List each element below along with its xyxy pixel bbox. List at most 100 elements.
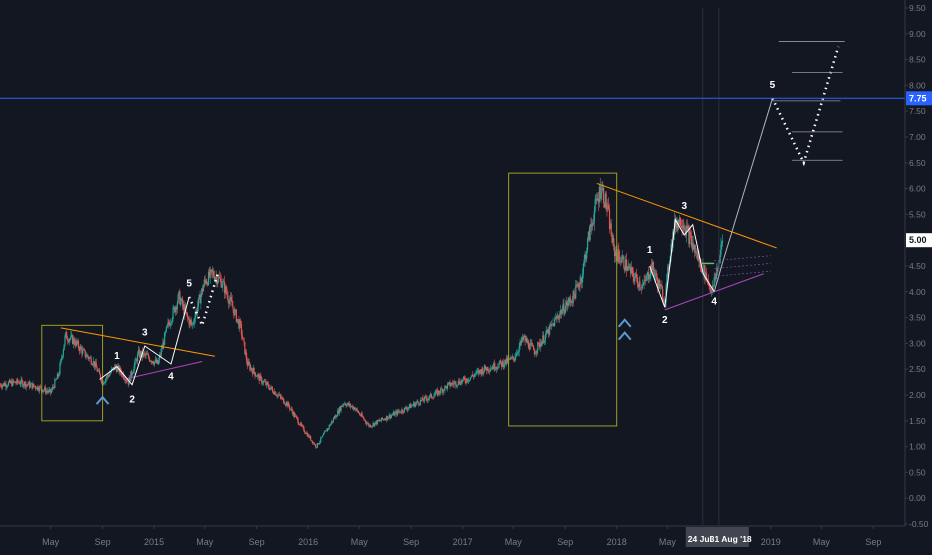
candle-body (654, 275, 656, 277)
candle-body (104, 379, 107, 383)
candle-body (28, 382, 30, 385)
wave-path-2014[interactable] (99, 296, 190, 386)
candle-body (139, 351, 141, 357)
candle-body (453, 382, 455, 385)
wave-path-2018[interactable] (649, 218, 715, 308)
candle-body (46, 390, 48, 392)
candle-body (284, 404, 286, 405)
candle-body (704, 265, 706, 280)
candle-body (149, 360, 151, 362)
candle-body (164, 331, 167, 334)
candle-body (153, 363, 155, 365)
candle-body (425, 396, 427, 399)
candle-body (548, 325, 551, 335)
candle-body (73, 338, 75, 344)
time-tick-label: May (813, 537, 831, 547)
candle-body (621, 257, 623, 262)
candle-body (155, 359, 157, 363)
candle-body (315, 447, 318, 449)
projection-rays[interactable] (701, 255, 771, 277)
candle-body (681, 226, 683, 228)
wave-path-projection[interactable] (713, 98, 773, 292)
candle-body (314, 444, 316, 446)
candle-body (191, 321, 193, 325)
wave-path-2015-projection[interactable] (187, 273, 219, 329)
candle-body (69, 338, 71, 340)
candle-body (694, 244, 696, 253)
candle-body (662, 288, 664, 300)
annotation-box-2017[interactable] (508, 172, 618, 427)
trendline-upper-2018[interactable] (596, 182, 777, 249)
candle-body (475, 371, 477, 374)
candle-body (59, 363, 61, 374)
trendline-upper-2014[interactable] (60, 327, 215, 357)
candle-body (587, 231, 590, 239)
candle-body (585, 254, 587, 259)
candle-body (483, 365, 486, 371)
candle-body (597, 198, 599, 201)
candle-body (632, 270, 634, 277)
price-tick-label: 3.00 (909, 338, 926, 348)
candle-body (692, 242, 694, 250)
candle-body (185, 312, 188, 314)
candle-body (75, 340, 77, 346)
candle-body (159, 355, 162, 356)
candle-body (37, 386, 39, 390)
candle-body (662, 299, 665, 302)
candle-body (308, 434, 310, 438)
candle-body (272, 388, 274, 393)
candle-body (56, 373, 59, 379)
candle-body (291, 408, 293, 412)
candle-body (317, 443, 319, 445)
candle-body (371, 425, 373, 427)
candle-body (356, 408, 358, 411)
annotation-box-2014[interactable] (41, 324, 104, 422)
candle-body (300, 423, 302, 426)
candle-body (304, 431, 306, 433)
candle-body (705, 272, 707, 280)
drawings[interactable]: 1 2 3 4 5 1 2 3 4 5 (41, 41, 845, 427)
candle-body (541, 341, 543, 347)
horizontal-line-price-label: 7.75 (909, 93, 927, 103)
candle-body (279, 394, 281, 397)
fibonacci-levels[interactable] (772, 41, 845, 161)
trendline-lower-2014[interactable] (123, 360, 203, 381)
candle-body (35, 388, 37, 390)
candle-body (112, 367, 114, 369)
candle-body (519, 341, 521, 347)
candle-body (421, 397, 423, 401)
candle-body (53, 387, 55, 388)
candle-body (482, 368, 484, 374)
candle-body (99, 374, 102, 380)
price-tick-label: 2.50 (909, 364, 926, 374)
candle-body (327, 428, 330, 430)
time-axis[interactable]: May Sep 2015 May Sep 2016 May Sep 2017 May Sep 2018… (0, 525, 905, 547)
candle-body (509, 358, 511, 360)
candle-body (715, 273, 717, 280)
candle-body (148, 357, 151, 362)
time-tick-label: Sep (249, 537, 265, 547)
candle-body (516, 353, 518, 357)
candle-body (648, 277, 650, 280)
candle-body (265, 381, 267, 386)
wave-path-target-projection[interactable] (771, 46, 840, 167)
candle-body (282, 397, 284, 399)
candle-body (23, 385, 25, 387)
candle-body (99, 370, 101, 375)
candle-body (487, 367, 489, 371)
candle-body (511, 356, 514, 358)
candle-body (200, 295, 202, 304)
time-axis-highlight-label: 31 Aug '18 (710, 534, 752, 544)
candle-body (385, 419, 387, 421)
price-axis[interactable]: 9.50 9.00 8.50 8.00 7.50 7.00 6.50 6.00 5.50 5.00… (904, 0, 932, 529)
candle-body (485, 369, 487, 371)
candle-body (350, 406, 352, 408)
candle-body (646, 272, 649, 276)
candle-body (582, 263, 584, 275)
candle-body (92, 364, 94, 366)
candle-body (410, 405, 412, 409)
candle-body (6, 385, 9, 387)
candle-body (481, 368, 483, 375)
